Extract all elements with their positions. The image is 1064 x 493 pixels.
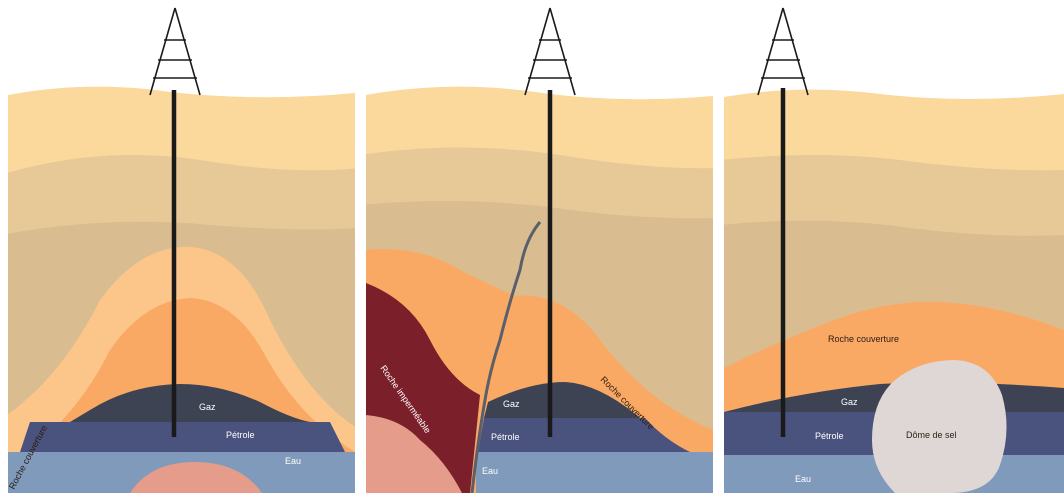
pink-rock — [130, 462, 262, 493]
fault-line — [470, 221, 542, 493]
derrick-2 — [524, 7, 576, 437]
oil-label: Pétrole — [491, 432, 520, 442]
salt-dome-label: Dôme de sel — [906, 430, 957, 440]
gas-label: Gaz — [199, 402, 216, 412]
water-label: Eau — [795, 474, 811, 484]
water-label: Eau — [482, 466, 498, 476]
oil-label: Pétrole — [815, 431, 844, 441]
oil-zone — [478, 418, 690, 452]
cap-rock-label: Roche couverture — [828, 334, 899, 344]
water-label: Eau — [285, 456, 301, 466]
panel-salt-dome: Roche couverture Gaz Pétrole Eau Dôme de… — [724, 7, 1064, 493]
gas-zone — [70, 384, 310, 422]
gas-zone — [484, 382, 640, 418]
oil-zone — [20, 422, 345, 452]
oil-label: Pétrole — [226, 430, 255, 440]
pink-rock — [366, 415, 462, 493]
panel-fault: Gaz Pétrole Eau Roche imperméable Roche … — [366, 7, 713, 493]
water-zone — [476, 452, 713, 493]
derrick-3 — [757, 7, 809, 437]
gas-label: Gaz — [503, 399, 520, 409]
panel-anticline: Gaz Pétrole Eau Roche couverture — [7, 7, 355, 493]
salt-dome — [872, 360, 1007, 493]
derrick-1 — [149, 7, 201, 437]
gas-label: Gaz — [841, 397, 858, 407]
